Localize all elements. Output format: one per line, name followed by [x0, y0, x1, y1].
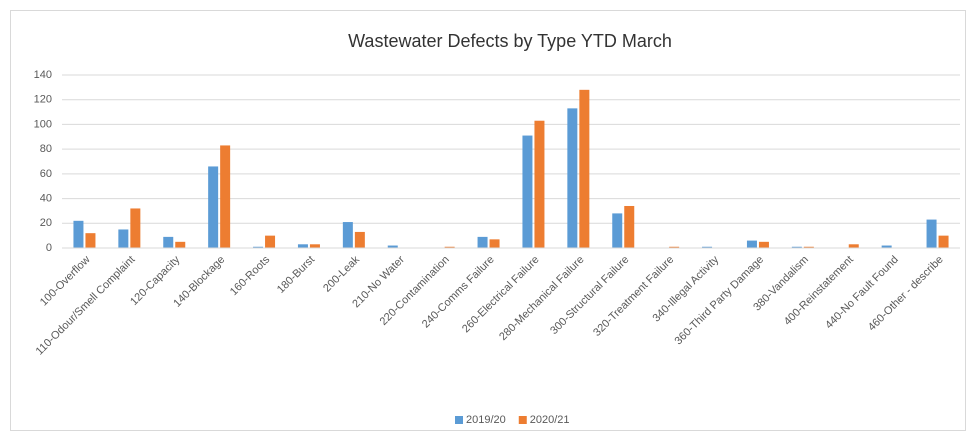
bar — [881, 245, 892, 248]
bar — [746, 240, 757, 248]
bar — [130, 208, 141, 248]
bar — [489, 239, 500, 248]
bar — [612, 213, 623, 248]
bar — [534, 120, 545, 248]
legend-label: 2020/21 — [530, 414, 570, 426]
bar — [803, 246, 814, 248]
y-tick-label: 0 — [46, 242, 52, 254]
bar — [758, 241, 769, 248]
bar — [387, 245, 398, 248]
chart-frame — [10, 10, 966, 431]
y-tick-label: 120 — [34, 94, 52, 106]
bar — [208, 166, 219, 248]
bar — [926, 219, 937, 248]
bar — [938, 235, 949, 248]
bar — [163, 236, 174, 248]
bar — [175, 241, 186, 248]
bar — [297, 244, 308, 248]
bar — [444, 246, 455, 248]
bar — [522, 135, 533, 248]
bar — [624, 205, 635, 248]
bar — [309, 244, 320, 248]
bar — [73, 220, 84, 248]
bar — [791, 246, 802, 248]
bar — [342, 222, 353, 248]
bar — [848, 244, 859, 248]
legend-label: 2019/20 — [466, 414, 506, 426]
y-tick-label: 100 — [34, 118, 52, 130]
y-tick-label: 140 — [34, 69, 52, 81]
bar — [702, 246, 713, 248]
y-tick-label: 40 — [40, 192, 52, 204]
bar — [253, 246, 264, 248]
y-tick-label: 60 — [40, 168, 52, 180]
bar — [85, 233, 96, 248]
bar — [118, 229, 129, 248]
bar — [265, 235, 276, 248]
legend-swatch — [455, 416, 463, 424]
bar — [354, 231, 365, 248]
bar — [477, 236, 488, 248]
bar — [579, 89, 590, 248]
y-tick-label: 20 — [40, 217, 52, 229]
y-tick-label: 80 — [40, 143, 52, 155]
legend-swatch — [518, 416, 527, 424]
bar — [669, 246, 680, 248]
bar — [220, 145, 231, 248]
bar — [567, 108, 578, 248]
chart-title: Wastewater Defects by Type YTD March — [348, 31, 672, 51]
